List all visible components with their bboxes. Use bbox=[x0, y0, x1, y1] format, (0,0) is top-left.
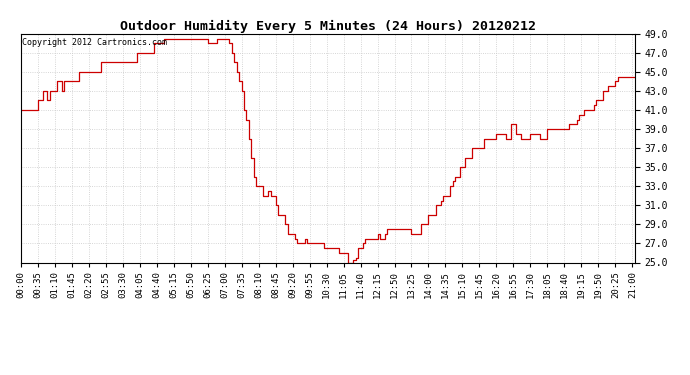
Title: Outdoor Humidity Every 5 Minutes (24 Hours) 20120212: Outdoor Humidity Every 5 Minutes (24 Hou… bbox=[120, 20, 535, 33]
Text: Copyright 2012 Cartronics.com: Copyright 2012 Cartronics.com bbox=[22, 38, 167, 47]
